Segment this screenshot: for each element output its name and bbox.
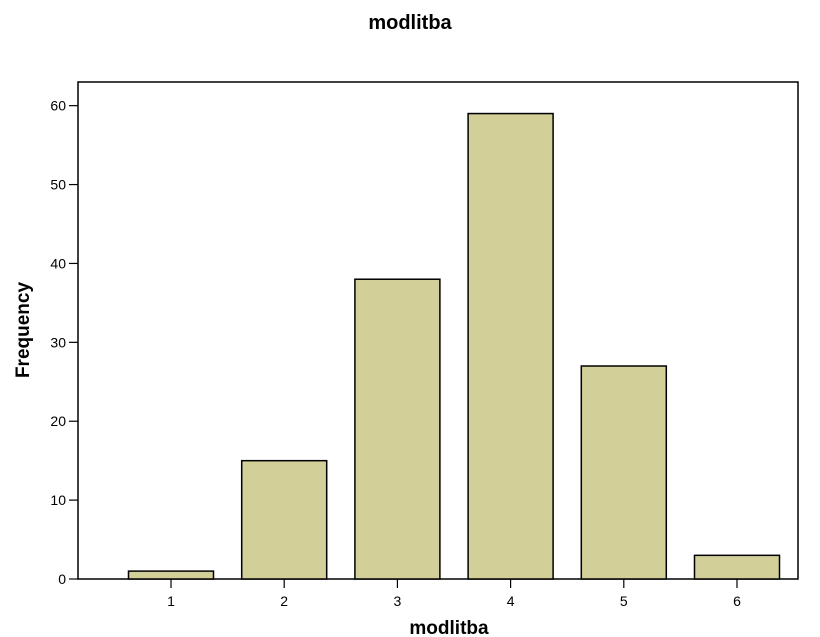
x-axis: 1 2 3 4 5 6 xyxy=(167,579,741,609)
bars xyxy=(127,112,781,580)
x-tick-label: 1 xyxy=(167,593,175,609)
bar-3 xyxy=(354,278,441,580)
x-tick-label: 3 xyxy=(394,593,402,609)
y-tick-label: 60 xyxy=(50,98,66,114)
x-tick-label: 4 xyxy=(507,593,515,609)
y-tick-label: 30 xyxy=(50,334,66,350)
bar-4 xyxy=(467,112,554,580)
x-axis-label: modlitba xyxy=(409,618,489,637)
chart-title: modlitba xyxy=(368,12,452,34)
y-tick-label: 40 xyxy=(50,255,66,271)
y-tick-label: 50 xyxy=(50,177,66,193)
x-tick-label: 2 xyxy=(280,593,288,609)
y-axis-label: Frequency xyxy=(13,282,34,379)
x-tick-label: 6 xyxy=(733,593,741,609)
bar-6 xyxy=(693,554,781,580)
y-axis: 0 10 20 30 40 50 60 xyxy=(50,98,78,587)
bar-2 xyxy=(240,459,328,580)
bar-1 xyxy=(127,570,215,580)
y-tick-label: 20 xyxy=(50,413,66,429)
y-tick-label: 10 xyxy=(50,492,66,508)
x-tick-label: 5 xyxy=(620,593,628,609)
y-tick-label: 0 xyxy=(58,571,66,587)
bar-5 xyxy=(580,365,668,580)
